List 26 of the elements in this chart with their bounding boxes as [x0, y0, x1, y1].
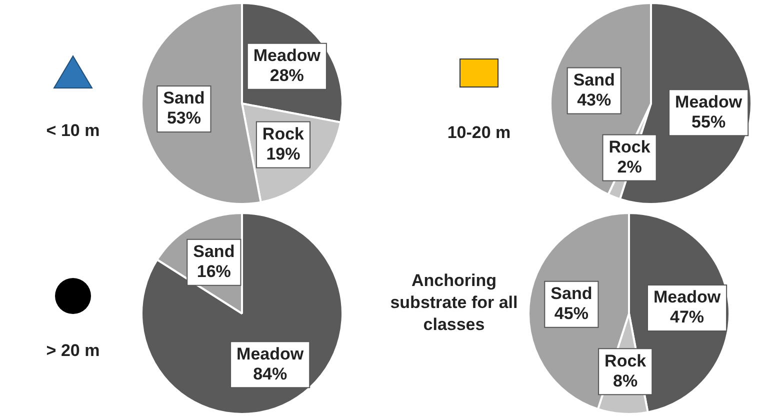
slice-label: Meadow [236, 344, 304, 364]
slice-label: Meadow [675, 92, 743, 112]
slice-label: Sand [163, 88, 205, 108]
data-label: 53% [166, 108, 201, 128]
slice-label: Rock [604, 351, 647, 370]
slice-label: Meadow [253, 46, 322, 66]
data-label: 84% [253, 364, 288, 384]
data-label: 45% [554, 304, 588, 324]
slice-label: Meadow [654, 288, 722, 307]
slice-label: Sand [193, 242, 235, 262]
data-label: 55% [692, 112, 726, 132]
slice-label: Rock [262, 124, 305, 144]
data-label: 28% [270, 66, 304, 86]
data-label: 8% [613, 371, 638, 390]
text: > 20 m [45, 340, 101, 362]
text: < 10 m [45, 120, 101, 142]
data-label: 47% [670, 308, 704, 327]
data-label: 16% [196, 262, 231, 282]
data-label: 43% [577, 90, 612, 110]
data-label: 19% [266, 144, 300, 164]
slice-label: Sand [550, 284, 592, 304]
slice-label: Sand [573, 70, 615, 90]
slice-label: Rock [608, 137, 651, 156]
text: 10-20 m [446, 122, 512, 144]
data-label: 2% [617, 157, 642, 176]
text: Anchoring substrate for all classes [389, 270, 519, 336]
